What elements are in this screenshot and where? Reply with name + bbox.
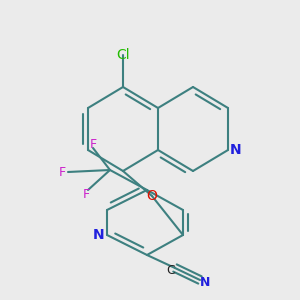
Text: Cl: Cl xyxy=(116,48,130,62)
Text: O: O xyxy=(147,189,158,203)
Text: C: C xyxy=(167,263,176,277)
Text: F: F xyxy=(89,137,97,151)
Text: N: N xyxy=(93,228,105,242)
Text: N: N xyxy=(200,275,210,289)
Text: F: F xyxy=(58,166,66,178)
Text: N: N xyxy=(230,143,242,157)
Text: F: F xyxy=(82,188,90,200)
